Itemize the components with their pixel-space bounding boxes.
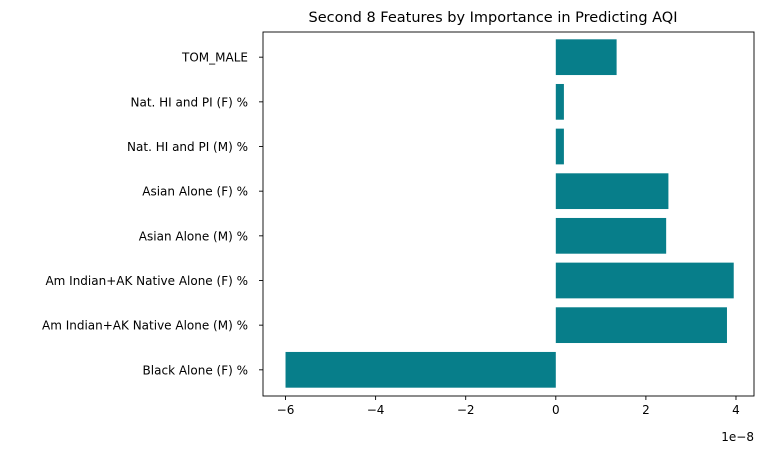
bar [555, 307, 727, 344]
bar [285, 351, 556, 388]
chart-title: Second 8 Features by Importance in Predi… [308, 10, 677, 26]
bar [555, 83, 564, 120]
x-tick-label: 4 [732, 403, 740, 417]
bar [555, 128, 564, 165]
x-tick-label: 0 [552, 403, 560, 417]
y-tick-label: Nat. HI and PI (M) % [127, 140, 248, 154]
y-tick-label: Black Alone (F) % [143, 363, 248, 377]
bar [555, 217, 667, 254]
bar [555, 262, 734, 299]
x-tick-label: −2 [457, 403, 475, 417]
y-tick-label: TOM_MALE [181, 51, 248, 65]
axes-group [262, 31, 755, 397]
x-tick-label: −6 [277, 403, 295, 417]
bars-group [285, 39, 734, 388]
bar [555, 173, 669, 210]
y-tick-label: Asian Alone (F) % [142, 185, 248, 199]
y-ticks-group: Black Alone (F) % Am Indian+AK Native Alo… [42, 51, 263, 377]
plot-frame [262, 31, 755, 397]
bar [555, 39, 617, 76]
y-tick-label: Nat. HI and PI (F) % [130, 95, 248, 109]
x-tick-label: −4 [367, 403, 385, 417]
x-tick-label: 2 [642, 403, 650, 417]
y-tick-label: Asian Alone (M) % [139, 229, 248, 243]
x-scale-label: 1e−8 [721, 430, 754, 444]
y-tick-label: Am Indian+AK Native Alone (F) % [45, 274, 248, 288]
y-tick-label: Am Indian+AK Native Alone (M) % [42, 319, 248, 333]
x-ticks-group: −6 −4 −2 0 2 4 [277, 396, 740, 417]
